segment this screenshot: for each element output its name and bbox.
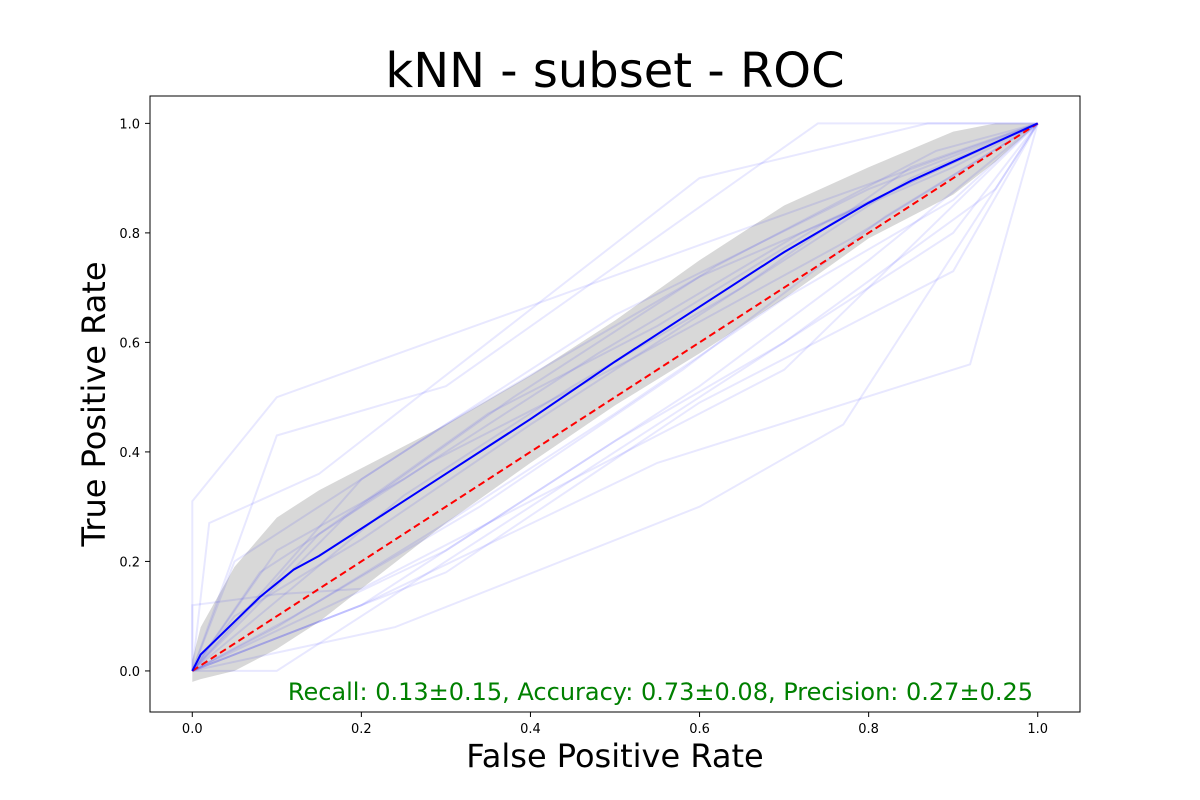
plot-area (191, 122, 1039, 682)
fold-curve-11 (191, 122, 1039, 672)
y-axis-ticks: 0.0 0.2 0.4 0.6 0.8 1.0 (119, 117, 150, 680)
y-tick-label: 0.2 (119, 555, 140, 570)
x-tick-label: 0.2 (351, 722, 372, 737)
y-axis-label: True Positive Rate (75, 261, 113, 547)
x-tick-label: 0.4 (520, 722, 541, 737)
fold-curve-17 (191, 122, 1039, 672)
mean-roc-line (191, 122, 1039, 672)
fold-curve-15 (191, 122, 1039, 672)
plot-frame (149, 95, 1081, 713)
x-tick-label: 0.0 (182, 722, 203, 737)
fold-curve-9 (191, 122, 1038, 672)
fold-curve-2 (191, 122, 1038, 672)
y-tick-label: 0.0 (119, 665, 140, 680)
fold-curve-18 (191, 122, 1038, 672)
fold-curve-1 (191, 122, 1039, 671)
x-tick-label: 0.6 (689, 722, 710, 737)
fold-curve-20 (191, 122, 1039, 672)
fold-curve-8 (192, 122, 1039, 672)
y-tick-label: 1.0 (119, 117, 140, 132)
chance-line (191, 122, 1039, 672)
x-axis-label: False Positive Rate (466, 737, 763, 775)
x-axis-ticks: 0.0 0.2 0.4 0.6 0.8 1.0 (182, 712, 1048, 737)
fold-curve-12 (191, 122, 1039, 672)
fold-curve-16 (191, 122, 1039, 672)
y-tick-label: 0.6 (119, 336, 140, 351)
fold-curve-13 (191, 122, 1039, 672)
std-band (192, 123, 1038, 682)
fold-curve-19 (191, 122, 1039, 672)
fold-curve-10 (191, 122, 1039, 671)
fold-curve-6 (191, 122, 1039, 672)
metrics-annotation: Recall: 0.13±0.15, Accuracy: 0.73±0.08, … (288, 678, 1033, 706)
fold-curve-3 (192, 122, 1039, 672)
y-tick-label: 0.8 (119, 227, 140, 242)
fold-curve-5 (191, 122, 1039, 672)
x-tick-label: 1.0 (1027, 722, 1048, 737)
fold-curve-7 (191, 122, 1039, 672)
x-tick-label: 0.8 (858, 722, 879, 737)
y-tick-label: 0.4 (119, 446, 140, 461)
fold-curve-4 (191, 123, 1039, 672)
chart-title: kNN - subset - ROC (385, 43, 844, 99)
